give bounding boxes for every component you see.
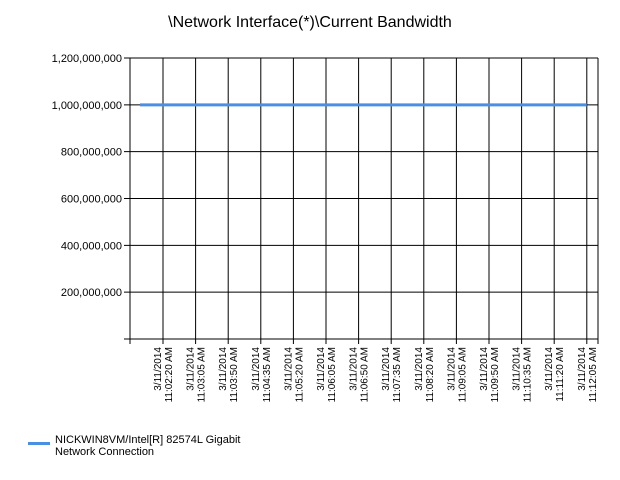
x-tick-label: 3/11/2014 11:05:20 AM bbox=[283, 347, 305, 403]
x-tick-label: 3/11/2014 11:09:05 AM bbox=[446, 347, 468, 403]
x-tick-date: 3/11/2014 bbox=[544, 347, 555, 391]
axes bbox=[124, 58, 599, 344]
y-tick-label: 600,000,000 bbox=[61, 194, 122, 206]
legend: NICKWIN8VM/Intel[R] 82574L Gigabit Netwo… bbox=[28, 434, 255, 458]
y-tick-label: 1,200,000,000 bbox=[52, 53, 122, 65]
x-tick-time: 11:12:05 AM bbox=[588, 347, 599, 402]
x-tick-date: 3/11/2014 bbox=[512, 347, 523, 391]
x-tick-date: 3/11/2014 bbox=[218, 347, 229, 391]
y-tick-labels: 1,200,000,000 1,000,000,000 800,000,000 600… bbox=[52, 53, 122, 299]
x-tick-date: 3/11/2014 bbox=[577, 347, 588, 391]
x-tick-time: 11:06:05 AM bbox=[327, 347, 338, 402]
x-tick-label: 3/11/2014 11:06:05 AM bbox=[316, 347, 338, 403]
x-tick-label: 3/11/2014 11:12:05 AM bbox=[577, 347, 599, 403]
x-tick-time: 11:03:05 AM bbox=[197, 347, 208, 402]
x-tick-date: 3/11/2014 bbox=[251, 347, 262, 391]
gridlines bbox=[124, 57, 598, 344]
chart-title: \Network Interface(*)\Current Bandwidth bbox=[168, 14, 452, 31]
x-tick-time: 11:04:35 AM bbox=[262, 347, 273, 402]
y-tick-label: 1,000,000,000 bbox=[52, 100, 122, 112]
x-tick-time: 11:07:35 AM bbox=[392, 347, 403, 402]
x-tick-time: 11:10:35 AM bbox=[523, 347, 534, 402]
x-tick-label: 3/11/2014 11:09:50 AM bbox=[479, 347, 501, 403]
x-tick-time: 11:11:20 AM bbox=[555, 347, 566, 402]
y-tick-label: 400,000,000 bbox=[61, 240, 122, 252]
x-tick-label: 3/11/2014 11:08:20 AM bbox=[414, 347, 436, 403]
x-tick-time: 11:02:20 AM bbox=[164, 347, 175, 402]
x-tick-date: 3/11/2014 bbox=[479, 347, 490, 391]
legend-label: NICKWIN8VM/Intel[R] 82574L Gigabit Netwo… bbox=[55, 434, 241, 458]
x-tick-date: 3/11/2014 bbox=[283, 347, 294, 391]
x-tick-date: 3/11/2014 bbox=[446, 347, 457, 391]
x-tick-label: 3/11/2014 11:06:50 AM bbox=[349, 347, 371, 403]
x-tick-label: 3/11/2014 11:02:20 AM bbox=[153, 347, 175, 403]
x-tick-date: 3/11/2014 bbox=[349, 347, 360, 391]
x-tick-time: 11:09:50 AM bbox=[490, 347, 501, 402]
x-tick-label: 3/11/2014 11:03:05 AM bbox=[186, 347, 208, 403]
x-tick-date: 3/11/2014 bbox=[316, 347, 327, 391]
x-tick-date: 3/11/2014 bbox=[186, 347, 197, 391]
x-tick-time: 11:03:50 AM bbox=[229, 347, 240, 402]
y-tick-label: 200,000,000 bbox=[61, 287, 122, 299]
x-tick-time: 11:08:20 AM bbox=[425, 347, 436, 402]
x-tick-time: 11:06:50 AM bbox=[360, 347, 371, 402]
x-tick-date: 3/11/2014 bbox=[153, 347, 164, 391]
x-tick-date: 3/11/2014 bbox=[381, 347, 392, 391]
x-tick-label: 3/11/2014 11:07:35 AM bbox=[381, 347, 403, 403]
x-tick-date: 3/11/2014 bbox=[414, 347, 425, 391]
x-tick-time: 11:09:05 AM bbox=[457, 347, 468, 402]
x-tick-label: 3/11/2014 11:10:35 AM bbox=[512, 347, 534, 403]
legend-swatch bbox=[28, 442, 50, 445]
x-tick-labels: 3/11/2014 11:02:20 AM 3/11/2014 11:03:05 AM… bbox=[153, 347, 599, 403]
x-tick-time: 11:05:20 AM bbox=[294, 347, 305, 402]
y-tick-label: 800,000,000 bbox=[61, 147, 122, 159]
x-tick-label: 3/11/2014 11:03:50 AM bbox=[218, 347, 240, 403]
x-tick-label: 3/11/2014 11:04:35 AM bbox=[251, 347, 273, 403]
x-tick-label: 3/11/2014 11:11:20 AM bbox=[544, 347, 566, 402]
